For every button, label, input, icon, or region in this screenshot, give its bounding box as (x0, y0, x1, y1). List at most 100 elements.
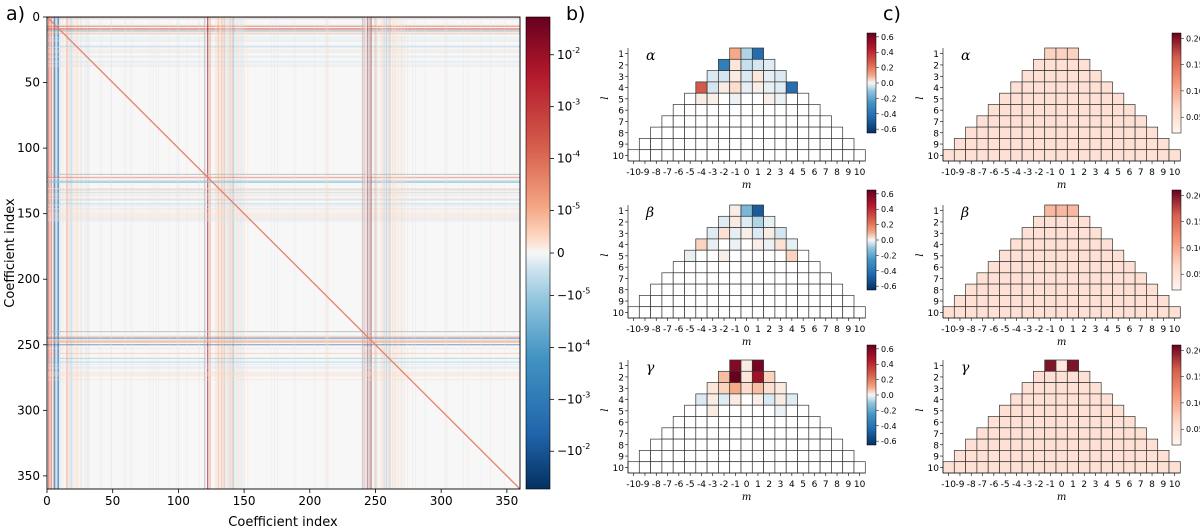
grid-cell (785, 126, 798, 139)
grid-cell (1157, 149, 1170, 162)
grid-xtick-label: -4 (697, 325, 706, 335)
grid-cell (695, 238, 708, 251)
grid-cell (729, 382, 742, 395)
grid-cell (1146, 138, 1159, 151)
grid-cell (740, 149, 753, 162)
grid-cell (740, 416, 753, 429)
grid-cell (831, 461, 844, 474)
grid-cell (1078, 70, 1091, 83)
grid-cell (729, 393, 742, 406)
grid-cell (1100, 272, 1113, 285)
grid-xtick-label: 7 (1138, 325, 1144, 335)
grid-cell (729, 295, 742, 308)
grid-cell (740, 306, 753, 319)
grid-cell (740, 92, 753, 105)
grid-cell (1055, 115, 1068, 128)
grid-cell (751, 138, 764, 151)
grid-colorbar-tick-label: 0.6 (881, 190, 894, 199)
grid-cell (1112, 149, 1125, 162)
grid-xtick-label: -6 (674, 325, 683, 335)
grid-cell (999, 438, 1012, 451)
grid-cell (1010, 272, 1023, 285)
grid-cell (763, 249, 776, 262)
grid-cell (797, 283, 810, 296)
grid-cell (965, 138, 978, 151)
grid-cell (751, 70, 764, 83)
grid-cell (1123, 427, 1136, 440)
grid-cell (1123, 149, 1136, 162)
grid-cell (751, 450, 764, 463)
grid-cell (1146, 149, 1159, 162)
grid-cell (672, 450, 685, 463)
grid-cell (672, 416, 685, 429)
grid-cell (1066, 283, 1079, 296)
grid-colorbar-tick-label: -0.2 (881, 251, 897, 260)
grid-cell (1123, 138, 1136, 151)
grid-cell (785, 261, 798, 274)
grid-xtick-label: -6 (989, 480, 998, 490)
grid-cell (1112, 126, 1125, 139)
grid-cell (1033, 58, 1046, 71)
grid-cell (706, 427, 719, 440)
grid-cell (819, 149, 832, 162)
grid-xtick-label: -9 (955, 168, 964, 178)
grid-cell (808, 306, 821, 319)
grid-cell (672, 261, 685, 274)
grid-cell (751, 461, 764, 474)
grid-ytick-label: 3 (933, 230, 939, 240)
grid-xtick-label: 1 (755, 168, 761, 178)
grid-cell (1044, 295, 1057, 308)
grid-cell (661, 115, 674, 128)
grid-cell (751, 295, 764, 308)
grid-cell (1021, 382, 1034, 395)
grid-cell (650, 461, 663, 474)
grid-cell (729, 359, 742, 372)
grid-cell (695, 249, 708, 262)
grid-cell (1100, 306, 1113, 319)
grid-cell (718, 261, 731, 274)
grid-cell (718, 306, 731, 319)
grid-cell (1044, 438, 1057, 451)
grid-cell (1055, 438, 1068, 451)
grid-cell (1066, 70, 1079, 83)
grid-cell (853, 306, 866, 319)
grid-cell (729, 261, 742, 274)
grid-colorbar-tick-label: 0.05 (1186, 270, 1200, 279)
grid-xlabel: m (742, 337, 751, 348)
grid-cell (650, 138, 663, 151)
grid-ytick-label: 1 (933, 362, 939, 372)
grid-cell (797, 115, 810, 128)
grid-cell (1066, 215, 1079, 228)
grid-xtick-label: 3 (778, 325, 784, 335)
panel-a-colorbar-tick-label: 10-5 (557, 202, 580, 218)
grid-cell (1044, 261, 1057, 274)
grid-ytick-label: 5 (618, 252, 624, 262)
grid-cell (1010, 126, 1023, 139)
grid-xtick-label: 1 (1070, 168, 1076, 178)
grid-cell (987, 427, 1000, 440)
grid-cell (684, 272, 697, 285)
grid-colorbar-tick-label: 0.2 (881, 64, 894, 73)
grid-cell (819, 115, 832, 128)
grid-cell (740, 215, 753, 228)
grid-cell (1066, 461, 1079, 474)
grid-ylabel: l (600, 96, 611, 99)
grid-cell (740, 204, 753, 217)
grid-cell (953, 295, 966, 308)
grid-xtick-label: -9 (955, 480, 964, 490)
grid-cell (1066, 138, 1079, 151)
grid-cell (1066, 261, 1079, 274)
grid-ytick-label: 5 (933, 95, 939, 105)
grid-cell (1021, 104, 1034, 117)
grid-xtick-label: 5 (800, 168, 806, 178)
grid-cell (1066, 295, 1079, 308)
grid-cell (751, 104, 764, 117)
grid-cell (1044, 416, 1057, 429)
grid-cell (1010, 404, 1023, 417)
grid-cell (740, 238, 753, 251)
grid-cell (1066, 438, 1079, 451)
grid-cell (706, 261, 719, 274)
grid-cell (729, 149, 742, 162)
grid-ytick-label: 4 (933, 84, 939, 94)
grid-cell (684, 295, 697, 308)
